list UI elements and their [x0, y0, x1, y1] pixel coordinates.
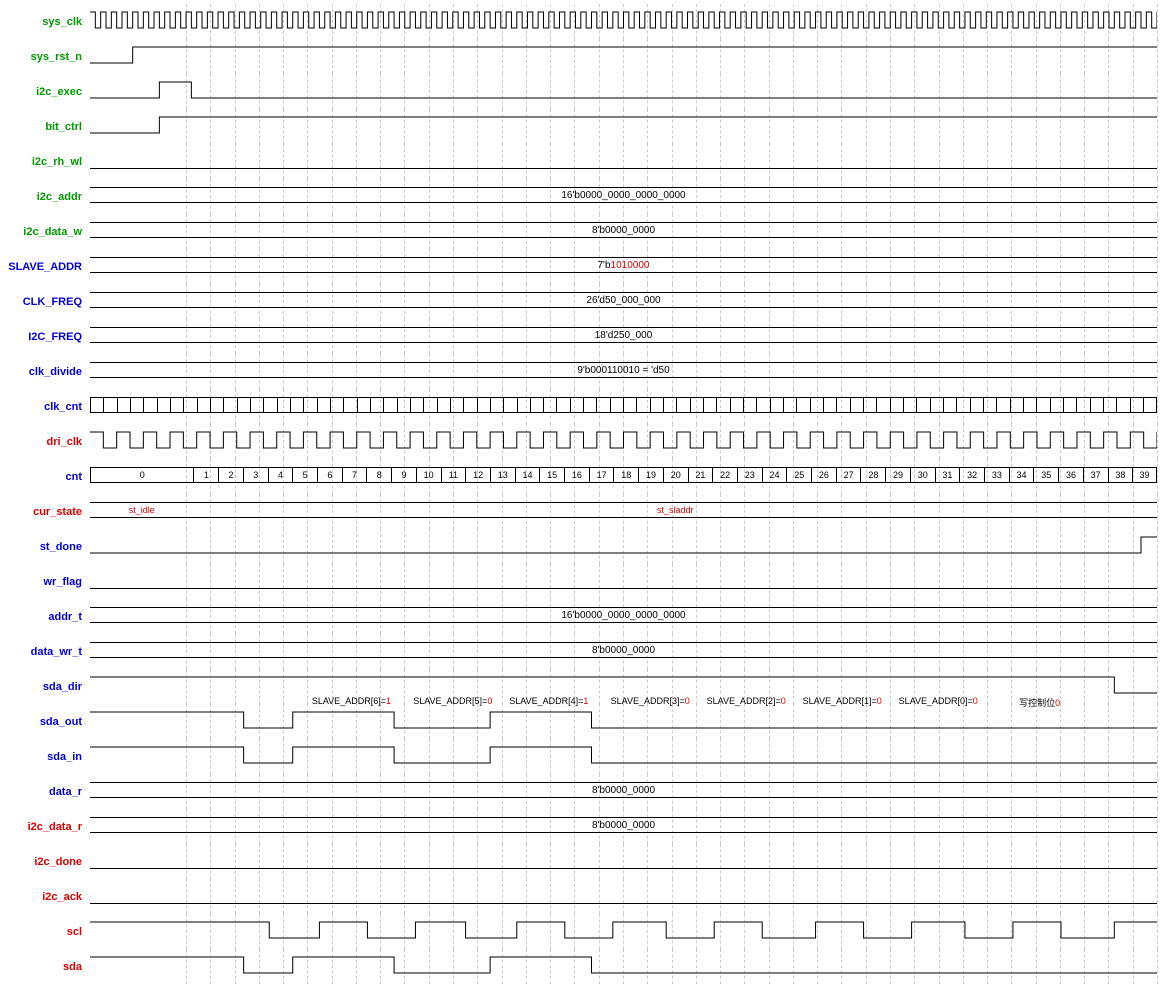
signal-label: sys_rst_n [0, 39, 90, 74]
signal-label: dri_clk [0, 424, 90, 459]
signal-label: sda_out [0, 704, 90, 739]
signal-label: CLK_FREQ [0, 284, 90, 319]
signal-cur_state: cur_statest_idlest_sladdr [0, 494, 1157, 529]
wave-area: 16'b0000_0000_0000_0000 [90, 179, 1157, 214]
signal-label: i2c_data_w [0, 214, 90, 249]
signal-label: sda_in [0, 739, 90, 774]
signal-wr_flag: wr_flag [0, 564, 1157, 599]
wave-area: 8'b0000_0000 [90, 634, 1157, 669]
signal-clk_cnt: clk_cnt [0, 389, 1157, 424]
wave-area: 18'd250_000 [90, 319, 1157, 354]
wave-area: 9'b000110010 = 'd50 [90, 354, 1157, 389]
signal-label: wr_flag [0, 564, 90, 599]
signal-i2c_addr: i2c_addr16'b0000_0000_0000_0000 [0, 179, 1157, 214]
signal-sda_in: sda_in [0, 739, 1157, 774]
signal-label: clk_divide [0, 354, 90, 389]
signal-CLK_FREQ: CLK_FREQ26'd50_000_000 [0, 284, 1157, 319]
wave-area [90, 949, 1157, 984]
signal-label: i2c_addr [0, 179, 90, 214]
timing-diagram: sys_clksys_rst_ni2c_execbit_ctrli2c_rh_w… [0, 0, 1165, 988]
wave-area [90, 109, 1157, 144]
signal-label: sys_clk [0, 4, 90, 39]
wave-area [90, 144, 1157, 179]
signal-dri_clk: dri_clk [0, 424, 1157, 459]
signal-label: st_done [0, 529, 90, 564]
signal-label: SLAVE_ADDR [0, 249, 90, 284]
wave-area: 7'b1010000 [90, 249, 1157, 284]
wave-area [90, 424, 1157, 459]
signal-scl: scl [0, 914, 1157, 949]
signal-i2c_data_w: i2c_data_w8'b0000_0000 [0, 214, 1157, 249]
wave-area [90, 564, 1157, 599]
signal-sys_clk: sys_clk [0, 4, 1157, 39]
wave-area [90, 739, 1157, 774]
wave-area: 26'd50_000_000 [90, 284, 1157, 319]
signal-label: i2c_rh_wl [0, 144, 90, 179]
wave-area [90, 914, 1157, 949]
signal-label: i2c_exec [0, 74, 90, 109]
signal-st_done: st_done [0, 529, 1157, 564]
wave-area: SLAVE_ADDR[6]=1SLAVE_ADDR[5]=0SLAVE_ADDR… [90, 704, 1157, 739]
signal-data_wr_t: data_wr_t8'b0000_0000 [0, 634, 1157, 669]
signal-i2c_exec: i2c_exec [0, 74, 1157, 109]
wave-area: 8'b0000_0000 [90, 774, 1157, 809]
signal-label: i2c_done [0, 844, 90, 879]
signal-sys_rst_n: sys_rst_n [0, 39, 1157, 74]
signal-label: bit_ctrl [0, 109, 90, 144]
wave-area: st_idlest_sladdr [90, 494, 1157, 529]
signal-SLAVE_ADDR: SLAVE_ADDR7'b1010000 [0, 249, 1157, 284]
signal-I2C_FREQ: I2C_FREQ18'd250_000 [0, 319, 1157, 354]
signal-label: cur_state [0, 494, 90, 529]
signal-data_r: data_r8'b0000_0000 [0, 774, 1157, 809]
signal-label: addr_t [0, 599, 90, 634]
signal-label: data_r [0, 774, 90, 809]
wave-area: 0123456789101112131415161718192021222324… [90, 459, 1157, 494]
signal-label: i2c_data_r [0, 809, 90, 844]
signal-i2c_data_r: i2c_data_r8'b0000_0000 [0, 809, 1157, 844]
signal-clk_divide: clk_divide9'b000110010 = 'd50 [0, 354, 1157, 389]
signal-i2c_done: i2c_done [0, 844, 1157, 879]
wave-area [90, 74, 1157, 109]
signal-label: scl [0, 914, 90, 949]
signal-label: sda_dir [0, 669, 90, 704]
signal-label: data_wr_t [0, 634, 90, 669]
wave-area [90, 389, 1157, 424]
signal-sda_out: sda_outSLAVE_ADDR[6]=1SLAVE_ADDR[5]=0SLA… [0, 704, 1157, 739]
signal-label: I2C_FREQ [0, 319, 90, 354]
wave-area: 8'b0000_0000 [90, 214, 1157, 249]
signal-bit_ctrl: bit_ctrl [0, 109, 1157, 144]
signal-addr_t: addr_t16'b0000_0000_0000_0000 [0, 599, 1157, 634]
signal-i2c_rh_wl: i2c_rh_wl [0, 144, 1157, 179]
wave-area: 16'b0000_0000_0000_0000 [90, 599, 1157, 634]
wave-area [90, 529, 1157, 564]
wave-area [90, 4, 1157, 39]
wave-area: 8'b0000_0000 [90, 809, 1157, 844]
signal-label: cnt [0, 459, 90, 494]
signal-label: clk_cnt [0, 389, 90, 424]
signal-sda: sda [0, 949, 1157, 984]
signal-label: sda [0, 949, 90, 984]
wave-area [90, 39, 1157, 74]
signal-i2c_ack: i2c_ack [0, 879, 1157, 914]
signal-cnt: cnt0123456789101112131415161718192021222… [0, 459, 1157, 494]
wave-area [90, 879, 1157, 914]
signal-label: i2c_ack [0, 879, 90, 914]
wave-area [90, 844, 1157, 879]
